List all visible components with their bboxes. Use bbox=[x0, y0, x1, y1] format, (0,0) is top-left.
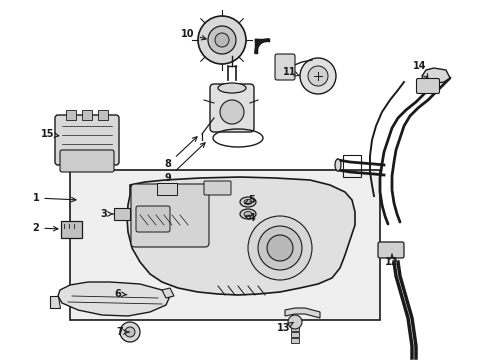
Text: 10: 10 bbox=[181, 29, 206, 40]
Ellipse shape bbox=[244, 211, 251, 216]
Circle shape bbox=[215, 33, 228, 47]
Bar bbox=[290, 320, 298, 325]
Text: 1: 1 bbox=[33, 193, 76, 203]
Text: 4: 4 bbox=[244, 213, 255, 223]
Text: 14: 14 bbox=[412, 61, 427, 78]
Ellipse shape bbox=[240, 197, 256, 207]
Circle shape bbox=[258, 226, 302, 270]
Text: 11: 11 bbox=[283, 67, 299, 77]
Text: 5: 5 bbox=[244, 195, 255, 205]
FancyBboxPatch shape bbox=[209, 84, 253, 132]
Bar bbox=[290, 338, 298, 343]
Bar bbox=[66, 110, 76, 120]
FancyBboxPatch shape bbox=[136, 206, 170, 232]
Circle shape bbox=[307, 66, 327, 86]
FancyBboxPatch shape bbox=[55, 115, 119, 165]
Text: 15: 15 bbox=[41, 129, 59, 139]
Bar bbox=[290, 332, 298, 337]
Circle shape bbox=[207, 26, 236, 54]
Text: 7: 7 bbox=[116, 327, 129, 337]
Text: 12: 12 bbox=[385, 254, 398, 267]
Bar bbox=[82, 110, 92, 120]
Text: 6: 6 bbox=[114, 289, 127, 299]
Circle shape bbox=[266, 235, 292, 261]
FancyBboxPatch shape bbox=[203, 181, 230, 195]
Ellipse shape bbox=[240, 209, 256, 219]
FancyBboxPatch shape bbox=[61, 220, 81, 238]
Bar bbox=[70, 170, 379, 320]
Polygon shape bbox=[421, 68, 449, 84]
Text: 3: 3 bbox=[101, 209, 113, 219]
Text: 13: 13 bbox=[277, 322, 293, 333]
Bar bbox=[290, 326, 298, 331]
Circle shape bbox=[198, 16, 245, 64]
FancyBboxPatch shape bbox=[377, 242, 403, 258]
Polygon shape bbox=[58, 282, 170, 316]
Circle shape bbox=[220, 100, 244, 124]
Text: 9: 9 bbox=[164, 143, 204, 183]
Circle shape bbox=[299, 58, 335, 94]
Polygon shape bbox=[285, 308, 319, 318]
FancyBboxPatch shape bbox=[157, 183, 177, 195]
Ellipse shape bbox=[218, 83, 245, 93]
Circle shape bbox=[287, 315, 302, 329]
FancyBboxPatch shape bbox=[416, 78, 439, 94]
Bar bbox=[98, 110, 108, 120]
Circle shape bbox=[120, 322, 140, 342]
Circle shape bbox=[247, 216, 311, 280]
Ellipse shape bbox=[334, 159, 340, 171]
FancyBboxPatch shape bbox=[60, 150, 114, 172]
FancyBboxPatch shape bbox=[114, 208, 130, 220]
Polygon shape bbox=[50, 296, 60, 308]
Polygon shape bbox=[162, 288, 174, 298]
Text: 8: 8 bbox=[164, 137, 197, 169]
FancyBboxPatch shape bbox=[274, 54, 294, 80]
FancyBboxPatch shape bbox=[131, 184, 208, 247]
Text: 2: 2 bbox=[33, 223, 58, 233]
PathPatch shape bbox=[127, 177, 354, 295]
Ellipse shape bbox=[244, 199, 251, 204]
Circle shape bbox=[125, 327, 135, 337]
